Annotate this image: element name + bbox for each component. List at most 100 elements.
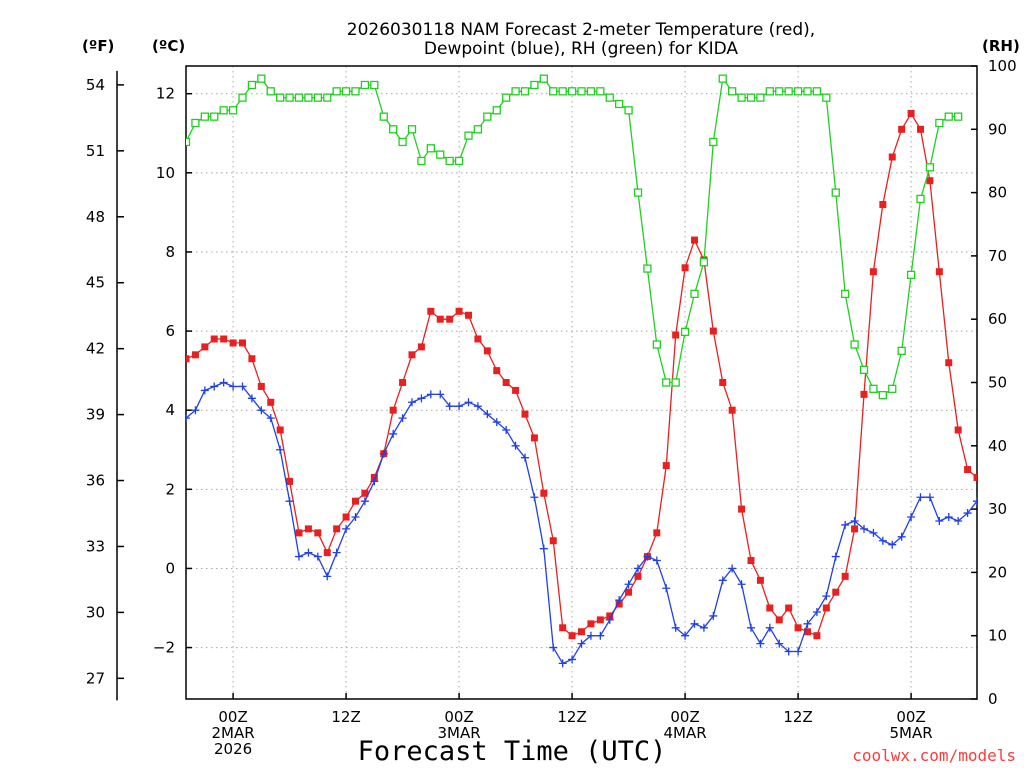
rh-point xyxy=(454,156,464,166)
dewpoint-point xyxy=(643,552,652,561)
celsius-tick-label: 0 xyxy=(165,559,175,577)
dewpoint-point xyxy=(841,520,850,529)
dewpoint-point xyxy=(794,647,803,656)
rh-point xyxy=(200,112,209,121)
temperature-point xyxy=(352,497,359,505)
dewpoint-point xyxy=(728,564,737,573)
rh-point xyxy=(690,289,699,299)
dewpoint-point xyxy=(586,631,595,640)
celsius-axis: 12 10 8 6 4 2 0 −2 xyxy=(153,85,192,657)
temperature-point xyxy=(945,359,953,367)
dewpoint-point xyxy=(408,398,416,407)
dewpoint-point xyxy=(530,493,539,502)
temperature-point xyxy=(719,379,727,386)
rh-tick-label: 80 xyxy=(988,184,1007,202)
dewpoint-point xyxy=(313,552,322,561)
dewpoint-point xyxy=(323,572,332,581)
dewpoint-point xyxy=(247,394,256,403)
temperature-point xyxy=(822,604,830,612)
rh-point xyxy=(746,93,756,102)
rh-point xyxy=(285,93,294,102)
rh-point xyxy=(643,264,652,273)
rh-point xyxy=(473,125,483,134)
rh-point xyxy=(238,93,247,102)
temperature-point xyxy=(210,335,218,343)
rh-point xyxy=(709,137,718,147)
temperature-point xyxy=(747,557,755,565)
rh-point xyxy=(784,87,793,96)
temperature-point xyxy=(832,588,840,596)
dewpoint-point xyxy=(445,402,454,411)
temperature-point xyxy=(681,264,689,272)
dewpoint-point xyxy=(784,647,793,656)
dewpoint-point xyxy=(765,623,774,632)
temperature-point xyxy=(201,343,209,351)
series-line xyxy=(186,77,959,396)
rh-tick-label: 70 xyxy=(988,247,1007,265)
rh-point xyxy=(925,163,935,172)
rh-point xyxy=(633,188,643,197)
time-tick-label: 00Z xyxy=(896,708,925,726)
temperature-point xyxy=(785,604,793,612)
temperature-point xyxy=(295,529,303,537)
rh-tick-label: 90 xyxy=(988,120,1007,138)
dewpoint-point xyxy=(803,619,812,628)
rh-point xyxy=(351,87,360,96)
time-tick-label: 00Z xyxy=(670,708,699,726)
dewpoint-point xyxy=(662,584,671,593)
series-rh xyxy=(173,74,963,400)
dewpoint-point xyxy=(464,398,473,407)
rh-point xyxy=(737,93,746,102)
dewpoint-point xyxy=(370,477,379,486)
rh-point xyxy=(483,112,492,121)
temperature-point xyxy=(521,410,529,418)
dewpoint-point xyxy=(634,564,642,573)
dewpoint-point xyxy=(426,390,435,399)
celsius-tick-label: 6 xyxy=(165,322,175,340)
temperature-point xyxy=(917,125,924,133)
series-body xyxy=(186,109,977,640)
temperature-point xyxy=(417,343,425,351)
temperature-point xyxy=(267,398,275,406)
temperature-point xyxy=(973,473,977,481)
dewpoint-point xyxy=(775,639,784,648)
dewpoint-point xyxy=(219,378,228,387)
rh-point xyxy=(173,126,180,133)
dewpoint-point xyxy=(473,402,482,411)
temperature-point xyxy=(964,466,972,474)
dewpoint-point xyxy=(558,659,567,668)
celsius-unit-label: (ºC) xyxy=(152,37,185,55)
series-dewpoint xyxy=(186,378,977,668)
dewpoint-point xyxy=(831,552,840,561)
fahrenheit-tick-label: 42 xyxy=(86,340,105,358)
series-body xyxy=(186,378,977,668)
temperature-point xyxy=(408,351,416,359)
dewpoint-point xyxy=(492,418,501,427)
dewpoint-point xyxy=(276,445,285,454)
temperature-point xyxy=(361,489,369,497)
dewpoint-point xyxy=(436,390,445,399)
celsius-tick-label: 12 xyxy=(156,85,175,103)
dewpoint-point xyxy=(360,497,369,506)
rh-point xyxy=(822,93,831,102)
celsius-tick-label: 10 xyxy=(156,164,175,182)
rh-point xyxy=(530,80,539,90)
temperature-point xyxy=(672,331,680,339)
rh-unit-label: (RH) xyxy=(982,37,1020,55)
rh-tick-label: 50 xyxy=(988,374,1007,392)
temperature-point xyxy=(530,434,538,442)
rh-point xyxy=(464,131,473,140)
dewpoint-point xyxy=(539,544,548,553)
dewpoint-point xyxy=(210,382,219,391)
temperature-point xyxy=(804,628,811,636)
celsius-tick-label: 4 xyxy=(165,401,175,419)
rh-point xyxy=(276,93,285,102)
dewpoint-point xyxy=(577,639,586,648)
chart-title-line1: 2026030118 NAM Forecast 2-meter Temperat… xyxy=(347,20,815,40)
rh-point xyxy=(680,327,690,337)
dewpoint-point xyxy=(747,623,755,632)
dewpoint-point xyxy=(624,580,633,589)
dewpoint-point xyxy=(342,524,351,533)
temperature-point xyxy=(333,525,341,533)
